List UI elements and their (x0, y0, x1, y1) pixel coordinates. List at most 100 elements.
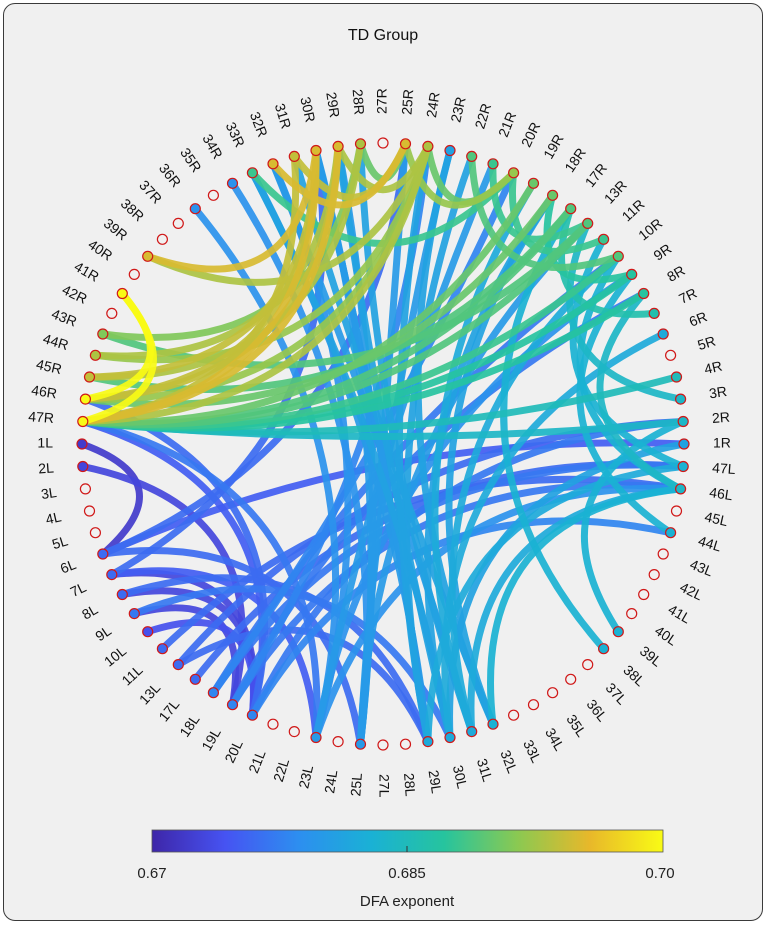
node-label-35R: 35R (177, 145, 205, 175)
node-label-32R: 32R (247, 109, 271, 139)
node-39R (142, 250, 154, 262)
node-2R (677, 415, 689, 428)
connection-47R-23L (79, 418, 321, 741)
connection-19R-31L (431, 179, 537, 736)
node-13R (582, 217, 594, 229)
node-label-40L: 40L (652, 622, 680, 648)
connection-29R-24R (334, 142, 432, 193)
node-label-34L: 34L (542, 725, 568, 753)
node-label-36R: 36R (156, 160, 185, 190)
connection-39L-2R (580, 418, 687, 636)
node-label-5L: 5L (50, 532, 70, 552)
node-10L (142, 626, 154, 638)
connection-8R-46L (596, 290, 685, 493)
connection-32L-46L (487, 485, 685, 728)
node-label-46R: 46R (30, 382, 58, 402)
node-8R (638, 287, 650, 300)
node-23L (310, 731, 322, 744)
connection-1L-6L (78, 440, 143, 558)
node-18L (207, 687, 219, 699)
colorbar-min-label: 0.67 (137, 865, 166, 882)
connection-47R-24R (79, 142, 432, 425)
node-38L (597, 643, 610, 655)
node-label-18L: 18L (176, 711, 202, 739)
node-label-7L: 7L (68, 579, 89, 600)
node-19R (527, 177, 540, 189)
node-label-38R: 38R (118, 195, 148, 224)
node-label-13L: 13L (136, 679, 164, 707)
node-28R (354, 138, 367, 150)
node-31L (466, 725, 478, 738)
node-47L (677, 460, 689, 473)
node-7R (648, 307, 660, 319)
node-45L (670, 505, 683, 517)
node-44L (664, 527, 677, 539)
node-label-20R: 20R (518, 120, 544, 150)
node-label-22R: 22R (471, 101, 494, 130)
node-label-46L: 46L (708, 484, 734, 503)
node-label-39R: 39R (101, 215, 131, 244)
node-33R (246, 167, 258, 179)
node-label-17L: 17L (155, 696, 182, 724)
node-29L (422, 735, 434, 748)
node-label-8L: 8L (79, 601, 101, 623)
connection-39R-30R (144, 147, 320, 273)
node-label-43L: 43L (688, 556, 716, 580)
node-label-42L: 42L (677, 579, 705, 604)
node-39L (612, 626, 624, 638)
node-label-6L: 6L (58, 556, 79, 577)
node-23R (444, 144, 456, 157)
connection-47R-13R (79, 219, 592, 428)
node-label-25R: 25R (398, 89, 416, 116)
node-label-5R: 5R (696, 333, 718, 354)
node-2L (77, 460, 89, 473)
connection-arcs (78, 140, 688, 748)
node-6R (657, 328, 669, 340)
node-label-39L: 39L (637, 643, 665, 670)
node-27L (377, 739, 389, 751)
node-label-2L: 2L (38, 459, 55, 476)
node-label-37L: 37L (603, 680, 631, 708)
node-label-9R: 9R (650, 240, 674, 263)
node-label-27L: 27L (376, 774, 392, 798)
node-label-27R: 27R (374, 88, 390, 114)
node-label-21R: 21R (495, 109, 519, 139)
node-35L (546, 687, 559, 699)
node-label-41L: 41L (665, 601, 693, 627)
node-25R (399, 138, 412, 150)
connection-24R-29L (395, 142, 432, 746)
node-label-19L: 19L (198, 725, 224, 753)
node-label-44R: 44R (41, 330, 70, 353)
node-label-32L: 32L (497, 748, 521, 776)
node-label-29L: 29L (426, 769, 445, 795)
node-33L (507, 709, 520, 721)
node-label-23L: 23L (295, 763, 316, 790)
node-4L (83, 505, 96, 517)
node-8L (116, 588, 128, 601)
node-ring (76, 137, 690, 751)
node-label-13R: 13R (601, 177, 630, 207)
node-17L (189, 673, 201, 685)
node-43R (97, 328, 109, 340)
node-6L (97, 548, 109, 560)
node-label-11L: 11L (118, 662, 145, 689)
node-label-42R: 42R (60, 281, 90, 307)
node-11R (597, 233, 610, 245)
connection-44R-24R (91, 142, 432, 364)
node-label-24R: 24R (423, 91, 443, 119)
node-30R (310, 144, 322, 157)
node-label-37R: 37R (136, 177, 165, 207)
node-label-30L: 30L (450, 764, 471, 791)
node-5L (89, 527, 102, 539)
node-label-45R: 45R (35, 356, 64, 377)
node-10R (612, 250, 624, 262)
node-3R (674, 393, 687, 405)
node-42L (648, 568, 660, 581)
node-label-47R: 47R (28, 408, 55, 426)
node-label-23R: 23R (447, 95, 468, 124)
connection-7L-23L (108, 567, 320, 741)
node-41L (638, 588, 650, 601)
node-46L (674, 483, 687, 495)
node-40R (128, 268, 140, 280)
